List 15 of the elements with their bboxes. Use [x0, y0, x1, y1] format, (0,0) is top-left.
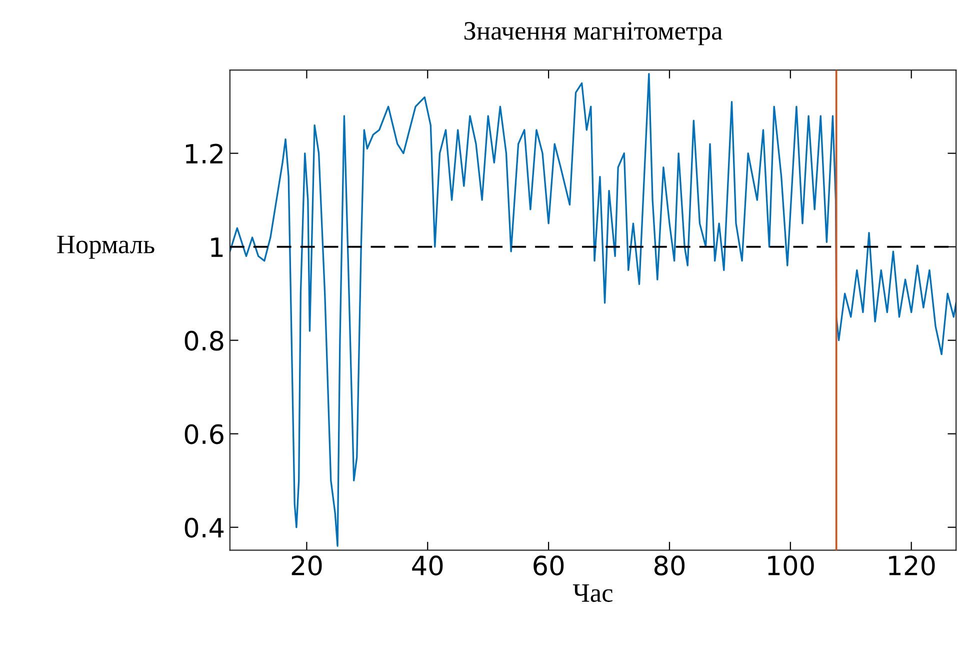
- y-tick-label: 0.6: [184, 424, 224, 444]
- x-tick-label: 80: [654, 556, 685, 576]
- y-tick-label: 0.8: [184, 330, 224, 351]
- x-tick-label: 120: [889, 556, 935, 576]
- x-tick-label: 60: [534, 556, 564, 576]
- y-tick-label: 1.2: [186, 144, 222, 164]
- x-tick-label: 40: [412, 556, 443, 576]
- line-series: [230, 72, 956, 547]
- x-tick-label: 100: [768, 556, 814, 576]
- ref-line-label: Нормаль: [57, 236, 154, 259]
- chart-title: Значення магнітометра: [464, 22, 722, 46]
- x-axis-title: Час: [572, 584, 612, 602]
- x-tick-label: 20: [292, 556, 322, 576]
- y-tick-label: 1: [211, 238, 223, 257]
- y-tick-label: 0.4: [184, 518, 224, 538]
